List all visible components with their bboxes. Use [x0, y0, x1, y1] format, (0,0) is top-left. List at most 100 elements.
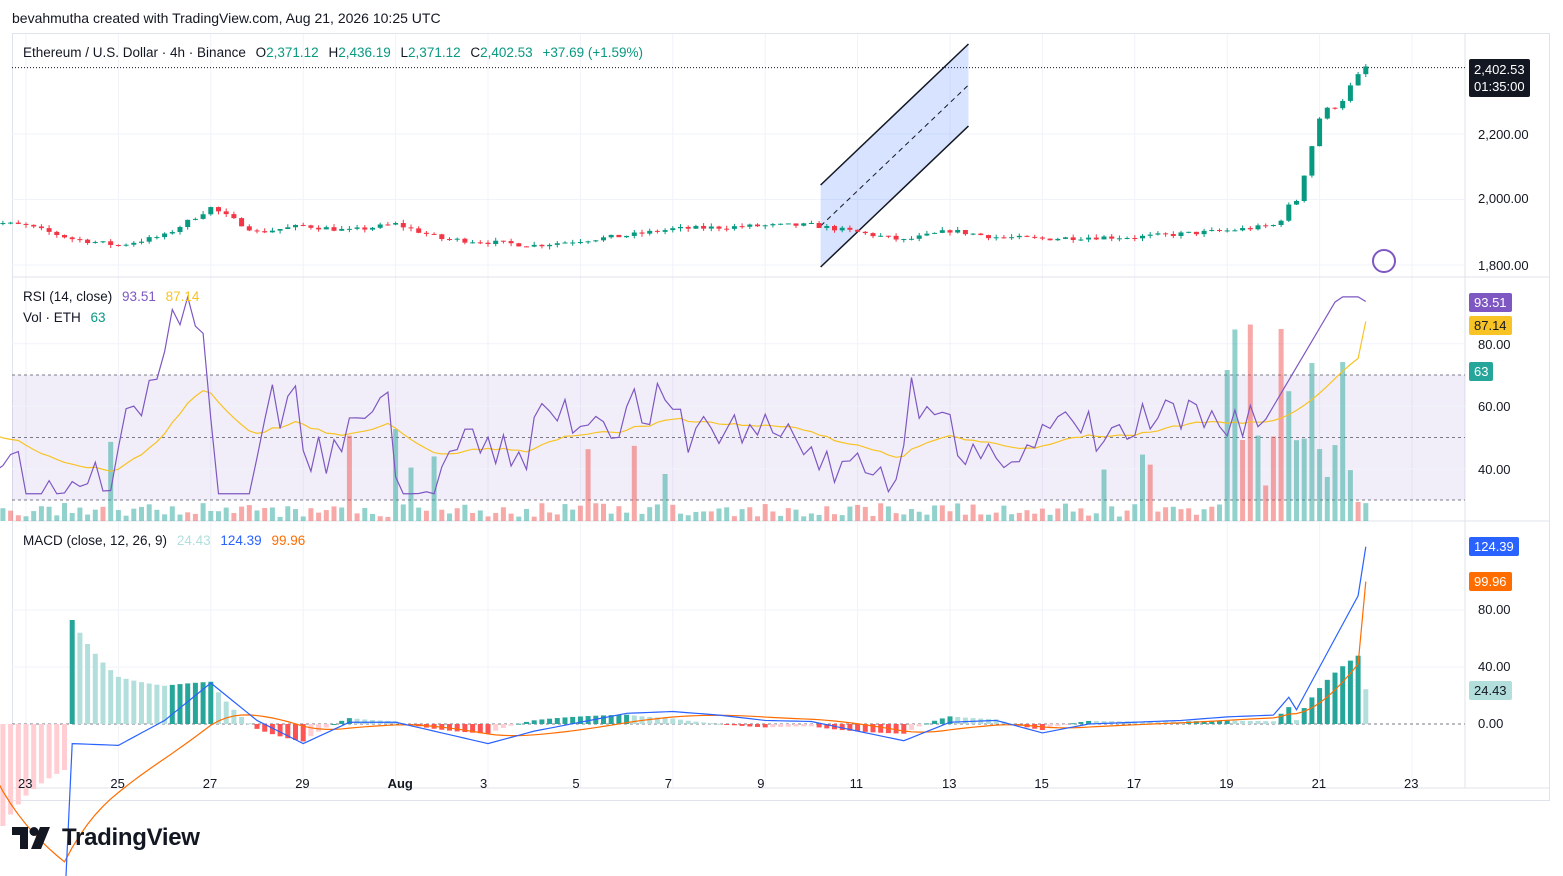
time-tick: 17 — [1126, 776, 1142, 791]
macd-histogram-bar — [909, 724, 914, 730]
channel-upper-line — [820, 43, 969, 186]
volume-bar — [962, 514, 968, 521]
candle-body — [416, 228, 422, 233]
volume-bar — [662, 474, 668, 521]
volume-bar — [870, 515, 876, 521]
candle-body — [131, 242, 137, 245]
macd-histogram-bar — [331, 723, 337, 725]
candle-body — [1340, 100, 1346, 109]
volume-bar — [1024, 510, 1030, 521]
candle-body — [847, 227, 853, 230]
candle-body — [477, 242, 483, 244]
volume-bar — [1078, 508, 1084, 521]
candle-body — [1278, 220, 1284, 226]
candle-body — [154, 237, 160, 239]
chart-frame[interactable] — [12, 33, 1550, 801]
symbol-label[interactable]: Ethereum / U.S. Dollar · 4h · Binance — [23, 45, 246, 60]
candle-body — [878, 235, 884, 237]
candle-body — [470, 242, 476, 244]
candle-body — [970, 233, 976, 235]
candle-body — [701, 225, 707, 229]
macd-histogram-bar — [8, 724, 14, 815]
volume-bar — [801, 516, 807, 521]
macd-histogram-bar — [1255, 721, 1261, 724]
volume-bar — [1363, 503, 1369, 521]
volume-bar — [231, 513, 237, 521]
candle-body — [1224, 230, 1230, 232]
macd-histogram-bar — [62, 724, 67, 770]
time-tick: 11 — [849, 776, 864, 791]
candle-body — [346, 228, 352, 230]
candle-body — [693, 225, 699, 229]
macd-histogram-bar — [1263, 721, 1269, 724]
candle-body — [92, 242, 98, 244]
macd-histogram-bar — [916, 724, 922, 727]
candle-body — [785, 223, 791, 225]
volume-bar — [493, 512, 499, 521]
candle-body — [678, 226, 683, 229]
macd-histogram-bar — [169, 684, 175, 724]
candle-body — [793, 223, 799, 226]
macd-histogram-bar — [354, 718, 360, 724]
macd-histogram-bar — [562, 717, 568, 724]
volume-bar — [92, 509, 98, 521]
macd-histogram-bar — [293, 724, 298, 740]
close-label: C — [470, 45, 481, 60]
macd-histogram-bar — [1317, 688, 1323, 724]
rsi-title[interactable]: RSI (14, close) — [23, 289, 113, 304]
volume-bar — [146, 504, 152, 521]
time-tick: 21 — [1311, 776, 1327, 791]
volume-bar — [839, 515, 845, 521]
candle-body — [231, 214, 237, 219]
macd-histogram-bar — [947, 716, 953, 724]
candle-body — [1101, 236, 1107, 240]
candle-body — [254, 230, 260, 232]
volume-bar — [254, 510, 260, 521]
volume-bar — [824, 506, 830, 521]
macd-histogram-bar — [77, 632, 83, 724]
volume-bar — [185, 512, 191, 521]
macd-histogram-bar — [839, 724, 845, 731]
macd-histogram-bar — [1232, 720, 1238, 724]
volume-bar — [447, 513, 452, 521]
volume-bar — [454, 508, 460, 521]
candle-body — [808, 222, 814, 224]
volume-bar — [500, 507, 506, 521]
candle-body — [1055, 238, 1061, 241]
high-value: 2,436.19 — [338, 45, 391, 60]
volume-bar — [200, 503, 206, 521]
volume-bar — [31, 511, 37, 521]
macd-histogram-bar — [1270, 721, 1276, 724]
macd-histogram-bar — [23, 724, 29, 796]
candle-body — [354, 227, 360, 229]
macd-title[interactable]: MACD (close, 12, 26, 9) — [23, 533, 168, 548]
volume-bar — [131, 508, 137, 521]
candle-body — [177, 227, 183, 233]
macd-histogram-bar — [539, 719, 545, 724]
macd-histogram-bar — [192, 682, 198, 724]
volume-bar — [1332, 445, 1338, 521]
volume-bar — [192, 513, 198, 521]
volume-bar — [293, 509, 298, 521]
volume-legend: Vol · ETH 63 — [23, 310, 106, 325]
volume-bar — [477, 510, 483, 521]
macd-histogram-bar — [208, 681, 214, 724]
volume-title[interactable]: Vol · ETH — [23, 310, 81, 325]
volume-bar — [1255, 435, 1261, 521]
candle-body — [1016, 235, 1022, 238]
macd-histogram-bar — [1240, 720, 1246, 724]
candle-body — [1170, 234, 1176, 236]
volume-bar — [1224, 369, 1230, 521]
macd-histogram-bar — [808, 724, 814, 727]
volume-bar — [631, 445, 637, 521]
candle-body — [431, 233, 437, 235]
volume-bar — [385, 516, 391, 521]
open-label: O — [255, 45, 267, 60]
candle-body — [323, 227, 329, 230]
macd-histogram-bar — [747, 724, 753, 727]
candle-body — [447, 239, 452, 241]
macd-histogram-bar — [231, 709, 237, 724]
volume-bar — [747, 507, 753, 521]
macd-histogram-bar — [1286, 707, 1292, 724]
